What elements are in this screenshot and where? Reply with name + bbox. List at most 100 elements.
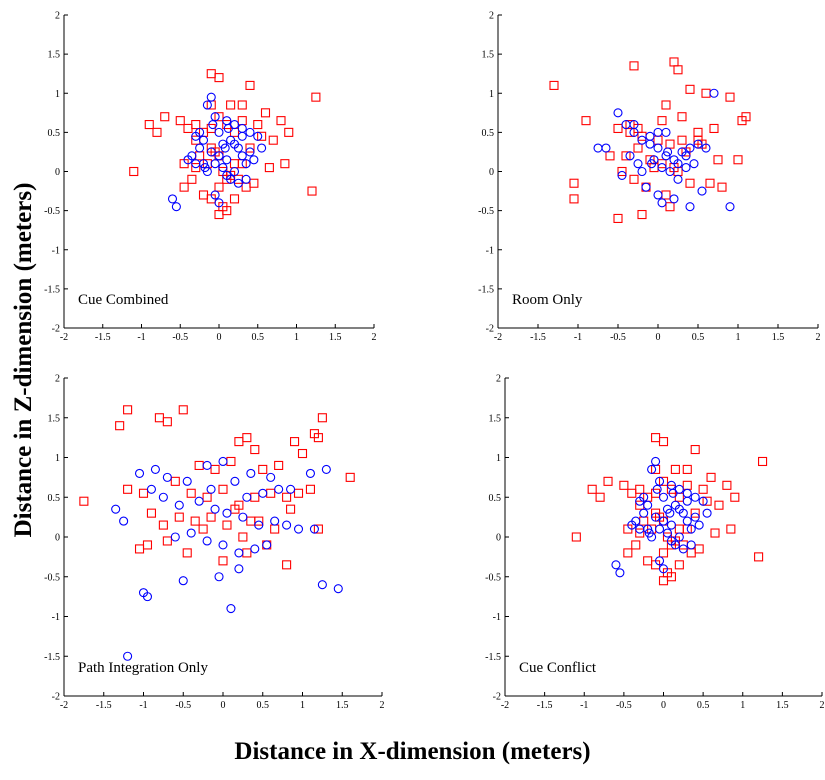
data-point-circle [662, 528, 673, 538]
data-point-square [134, 544, 145, 554]
panel-label-path-integration-only: Path Integration Only [78, 660, 208, 676]
data-point-circle [658, 564, 669, 574]
data-point-square [115, 421, 125, 431]
y-tick-label: -0.5 [44, 572, 60, 583]
data-point-square [195, 151, 205, 161]
x-tick-label: -1 [574, 332, 582, 343]
data-point-circle [641, 182, 651, 192]
y-tick-label: -1 [52, 612, 60, 623]
x-tick-label: 0.5 [257, 700, 270, 711]
data-point-square [623, 548, 633, 558]
data-point-circle [245, 127, 255, 137]
data-point-square [274, 460, 284, 471]
data-point-circle [202, 460, 212, 471]
data-point-square [260, 108, 271, 118]
data-point-circle [690, 492, 700, 502]
data-point-circle [257, 143, 267, 153]
data-point-circle [690, 512, 700, 522]
data-point-circle [657, 163, 667, 173]
data-point-square [685, 178, 695, 188]
y-tick-label: 0.5 [489, 493, 502, 504]
data-point-circle [194, 496, 204, 506]
data-point-circle [142, 592, 153, 602]
data-point-circle [652, 484, 662, 494]
y-tick-label: -1.5 [44, 284, 60, 295]
data-point-circle [233, 178, 243, 188]
data-point-square [264, 163, 274, 173]
data-point-circle [333, 584, 343, 594]
data-point-circle [668, 488, 678, 498]
series-blue-circles [111, 456, 343, 661]
y-tick-label: -1.5 [478, 284, 494, 295]
data-point-circle [658, 516, 669, 526]
data-point-square [226, 100, 236, 110]
x-tick-label: 1 [736, 332, 741, 343]
data-point-circle [305, 468, 316, 478]
y-tick-label: -1 [493, 612, 501, 623]
data-point-circle [174, 500, 184, 510]
data-point-square [284, 127, 294, 137]
y-tick-label: -2 [52, 324, 60, 335]
data-point-circle [238, 512, 248, 522]
x-tick-label: -0.5 [172, 332, 188, 343]
data-point-square [709, 123, 719, 134]
data-point-square [665, 202, 675, 212]
data-point-square [317, 413, 327, 423]
data-point-square [218, 556, 228, 566]
data-point-square [682, 480, 692, 490]
data-point-circle [644, 528, 654, 538]
x-tick-label: 1 [294, 332, 299, 343]
data-point-square [758, 456, 768, 467]
y-tick-label: 2 [55, 374, 60, 385]
data-point-square [142, 540, 153, 550]
data-point-circle [709, 88, 719, 98]
data-point-square [154, 413, 164, 423]
data-point-circle [694, 520, 704, 530]
data-point-square [581, 116, 591, 126]
data-point-square [714, 500, 724, 510]
data-point-circle [701, 143, 711, 153]
data-point-square [685, 84, 695, 94]
data-point-square [653, 135, 663, 145]
data-point-circle [686, 524, 696, 534]
data-point-square [307, 186, 317, 196]
data-point-square [245, 143, 255, 153]
data-point-circle [661, 151, 671, 161]
data-point-circle [134, 468, 145, 478]
data-point-circle [182, 476, 192, 486]
data-point-square [694, 544, 704, 554]
data-point-square [270, 524, 280, 534]
data-point-square [658, 576, 669, 586]
series-blue-circles [593, 88, 735, 212]
data-point-square [754, 552, 764, 562]
data-point-circle [681, 151, 691, 161]
data-point-square [246, 516, 256, 526]
data-point-square [657, 116, 667, 126]
data-point-circle [222, 155, 232, 165]
data-point-circle [208, 120, 218, 130]
data-point-square [305, 484, 316, 494]
data-point-square [183, 123, 193, 134]
data-point-square [741, 112, 751, 122]
panel-label-cue-conflict: Cue Conflict [519, 660, 597, 676]
y-tick-label: 0 [55, 533, 60, 544]
y-tick-label: 0.5 [48, 128, 61, 139]
data-point-circle [653, 127, 663, 137]
x-tick-label: 0.5 [697, 700, 710, 711]
data-point-circle [246, 468, 256, 478]
data-point-square [286, 504, 296, 514]
data-point-square [174, 512, 184, 522]
data-point-circle [633, 159, 643, 169]
y-tick-label: -1 [52, 245, 60, 256]
y-axis-label: Distance in Z-dimension (meters) [10, 182, 37, 538]
data-point-square [241, 182, 251, 192]
data-point-square [706, 472, 716, 482]
data-point-circle [286, 484, 296, 494]
x-tick-label: -1 [580, 700, 588, 711]
data-point-square [345, 472, 355, 482]
x-axis-label: Distance in X-dimension (meters) [234, 738, 591, 765]
data-point-square [643, 556, 653, 566]
data-point-square [190, 516, 200, 526]
data-point-square [268, 135, 278, 145]
data-point-square [178, 405, 188, 415]
